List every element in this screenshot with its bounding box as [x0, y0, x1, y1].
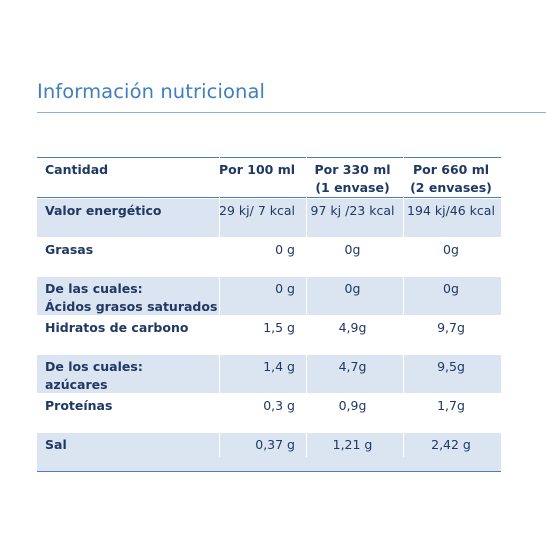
value-per-660ml: 0g — [443, 281, 459, 296]
value-per-660ml: 9,7g — [437, 320, 465, 335]
row-label: De los cuales: azúcares — [37, 355, 219, 393]
header-per-100ml: Por 100 ml — [219, 162, 296, 177]
page-title: Información nutricional — [37, 80, 266, 103]
column-divider — [219, 157, 220, 457]
value-per-330ml: 0g — [344, 242, 361, 257]
value-per-100ml: 0 g — [275, 242, 295, 257]
column-divider — [306, 157, 307, 457]
row-label-line2: azúcares — [45, 377, 108, 392]
table-row: Valor energético 29 kj/ 7 kcal 97 kj /23… — [37, 198, 501, 237]
row-label: Grasas — [37, 238, 219, 276]
header-per-330ml-line1: Por 330 ml — [314, 162, 391, 177]
row-label-line1: Sal — [45, 437, 67, 452]
row-label: De las cuales: Ácidos grasos saturados — [37, 277, 219, 315]
row-label: Valor energético — [37, 199, 219, 237]
row-label: Sal — [37, 433, 219, 471]
row-label-line1: Proteínas — [45, 398, 113, 413]
value-per-100ml: 0 g — [275, 281, 295, 296]
row-label-line2: Ácidos grasos saturados — [45, 299, 218, 314]
row-label-line1: De las cuales: — [45, 281, 143, 296]
header-per-660ml-line2: (2 envases) — [410, 180, 492, 195]
row-label: Proteínas — [37, 394, 219, 432]
value-per-330ml: 4,9g — [338, 320, 367, 335]
table-row: Sal 0,37 g 1,21 g 2,42 g — [37, 432, 501, 471]
row-label-line1: Grasas — [45, 242, 94, 257]
value-per-100ml: 1,4 g — [263, 359, 295, 374]
nutrition-table: Cantidad Por 100 ml Por 330 ml (1 envase… — [37, 157, 501, 472]
value-per-330ml: 4,7g — [338, 359, 367, 374]
value-per-100ml: 0,37 g — [255, 437, 295, 452]
table-row: De las cuales: Ácidos grasos saturados 0… — [37, 276, 501, 315]
value-per-330ml: 97 kj /23 kcal — [310, 203, 395, 218]
table-row: Hidratos de carbono 1,5 g 4,9g 9,7g — [37, 315, 501, 354]
column-divider — [403, 157, 404, 457]
value-per-660ml: 0g — [443, 242, 459, 257]
header-per-660ml-line1: Por 660 ml — [412, 162, 490, 177]
value-per-330ml: 0,9g — [338, 398, 367, 413]
value-per-660ml: 9,5g — [437, 359, 465, 374]
row-label-line1: Hidratos de carbono — [45, 320, 189, 335]
header-cantidad: Cantidad — [45, 162, 109, 177]
row-label-line1: Valor energético — [45, 203, 162, 218]
header-per-330ml-line2: (1 envase) — [315, 180, 390, 195]
value-per-660ml: 2,42 g — [431, 437, 471, 452]
value-per-660ml: 194 kj/46 kcal — [407, 203, 495, 218]
value-per-100ml: 29 kj/ 7 kcal — [219, 203, 295, 218]
table-row: Grasas 0 g 0g 0g — [37, 237, 501, 276]
row-label-line1: De los cuales: — [45, 359, 143, 374]
value-per-100ml: 1,5 g — [263, 320, 295, 335]
row-label: Hidratos de carbono — [37, 316, 219, 354]
value-per-660ml: 1,7g — [437, 398, 465, 413]
header-per-330ml: Por 330 ml (1 envase) — [304, 158, 401, 197]
header-per-660ml: Por 660 ml (2 envases) — [401, 158, 501, 197]
title-divider — [37, 112, 546, 113]
value-per-330ml: 1,21 g — [332, 437, 373, 452]
value-per-100ml: 0,3 g — [263, 398, 295, 413]
table-row: Proteínas 0,3 g 0,9g 1,7g — [37, 393, 501, 432]
table-row: De los cuales: azúcares 1,4 g 4,7g 9,5g — [37, 354, 501, 393]
table-header-row: Cantidad Por 100 ml Por 330 ml (1 envase… — [37, 158, 501, 198]
value-per-330ml: 0g — [344, 281, 361, 296]
